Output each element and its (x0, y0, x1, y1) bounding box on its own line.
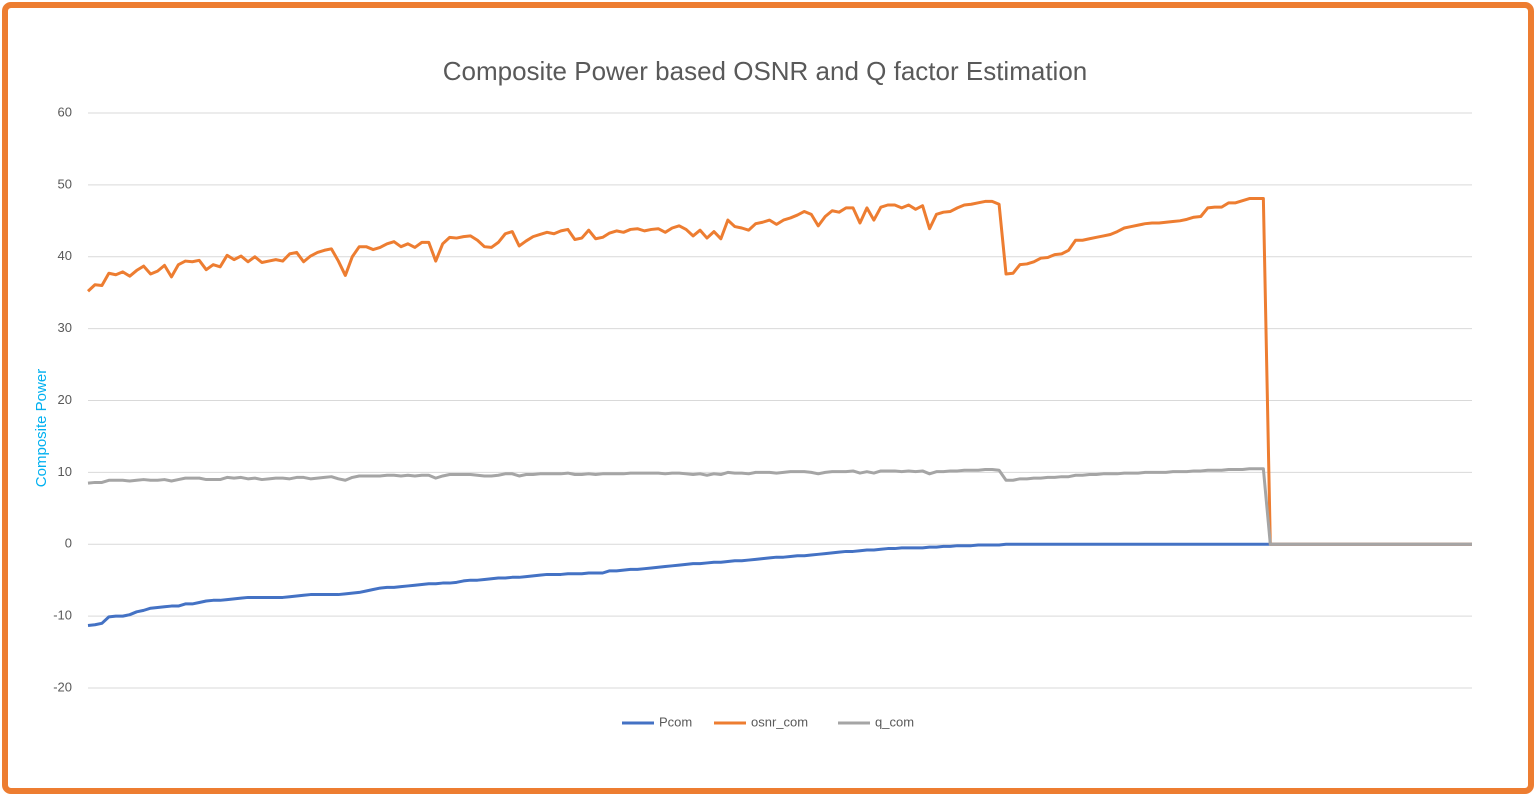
series-line (86, 197, 1472, 546)
y-tick-label: 30 (58, 320, 72, 335)
y-tick-label: 40 (58, 248, 72, 263)
y-tick-label: 0 (65, 536, 72, 551)
y-tick-label: -20 (53, 679, 72, 694)
legend-label: q_com (875, 714, 914, 729)
chart-title: Composite Power based OSNR and Q factor … (443, 56, 1088, 86)
y-tick-label: 10 (58, 464, 72, 479)
series-line (87, 542, 1472, 627)
series-line (87, 467, 1472, 546)
y-tick-label: -10 (53, 608, 72, 623)
y-tick-label: 20 (58, 392, 72, 407)
y-axis-label: Composite Power (33, 369, 50, 487)
legend-label: osnr_com (751, 714, 808, 729)
y-tick-label: 50 (58, 176, 72, 191)
y-tick-label: 60 (58, 104, 72, 119)
legend-label: Pcom (659, 714, 692, 729)
